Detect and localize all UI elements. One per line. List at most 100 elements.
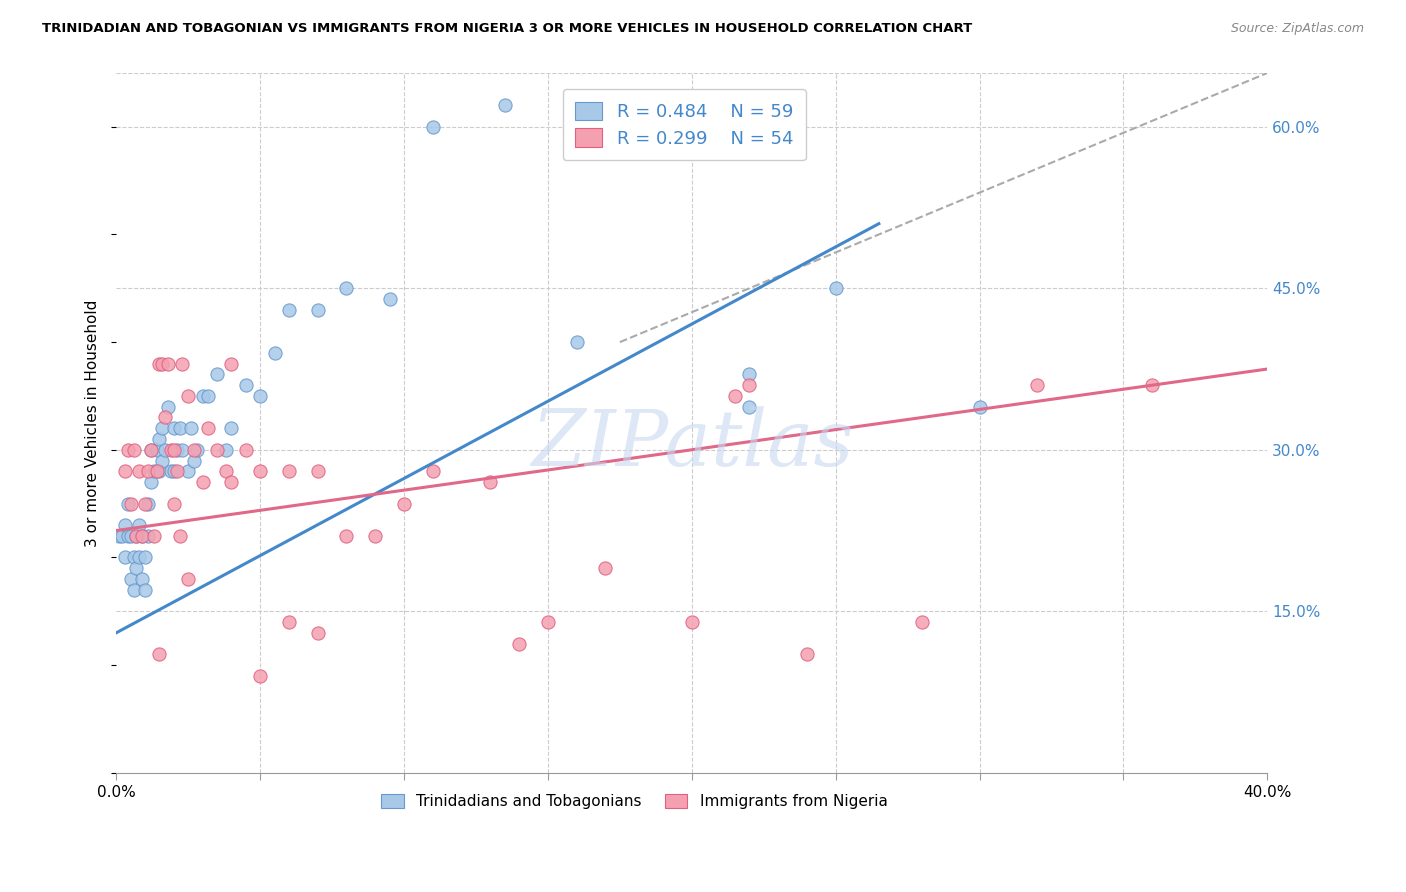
Point <box>134 550 156 565</box>
Point <box>307 625 329 640</box>
Point <box>205 442 228 457</box>
Point <box>122 442 145 457</box>
Point <box>277 615 299 629</box>
Point <box>277 464 299 478</box>
Point <box>122 550 145 565</box>
Point <box>214 442 236 457</box>
Point <box>494 98 516 112</box>
Point <box>166 464 188 478</box>
Point <box>131 529 153 543</box>
Point <box>214 464 236 478</box>
Point <box>724 389 747 403</box>
Point <box>157 357 180 371</box>
Point <box>148 464 170 478</box>
Point <box>235 442 257 457</box>
Point <box>180 421 202 435</box>
Legend: Trinidadians and Tobagonians, Immigrants from Nigeria: Trinidadians and Tobagonians, Immigrants… <box>375 789 894 815</box>
Point <box>1142 378 1164 392</box>
Point <box>160 464 183 478</box>
Point <box>197 421 219 435</box>
Point <box>595 561 617 575</box>
Point <box>148 357 170 371</box>
Point <box>128 464 150 478</box>
Point <box>183 453 205 467</box>
Point <box>114 518 136 533</box>
Point <box>277 302 299 317</box>
Point <box>136 497 159 511</box>
Point <box>148 432 170 446</box>
Point <box>139 442 162 457</box>
Point <box>134 497 156 511</box>
Point <box>128 550 150 565</box>
Point <box>122 582 145 597</box>
Point <box>172 442 194 457</box>
Point <box>136 529 159 543</box>
Point <box>508 636 530 650</box>
Point <box>150 453 173 467</box>
Point <box>335 281 357 295</box>
Point <box>191 389 214 403</box>
Point <box>157 400 180 414</box>
Point <box>172 357 194 371</box>
Point <box>139 475 162 489</box>
Point <box>148 648 170 662</box>
Point <box>307 302 329 317</box>
Point <box>108 529 131 543</box>
Point <box>681 615 703 629</box>
Point <box>479 475 502 489</box>
Point <box>422 120 444 134</box>
Point <box>392 497 415 511</box>
Point <box>163 464 186 478</box>
Text: ZIPatlas: ZIPatlas <box>530 406 853 482</box>
Point <box>153 442 176 457</box>
Point <box>235 378 257 392</box>
Point <box>249 669 271 683</box>
Point <box>145 442 167 457</box>
Point <box>191 475 214 489</box>
Point <box>120 497 142 511</box>
Point <box>120 572 142 586</box>
Point <box>738 368 761 382</box>
Point <box>537 615 560 629</box>
Point <box>153 410 176 425</box>
Point <box>249 389 271 403</box>
Point <box>565 335 588 350</box>
Point <box>114 550 136 565</box>
Point <box>335 529 357 543</box>
Point <box>177 464 200 478</box>
Point <box>128 518 150 533</box>
Point <box>163 442 186 457</box>
Point <box>738 378 761 392</box>
Point <box>378 292 401 306</box>
Point <box>150 357 173 371</box>
Point <box>422 464 444 478</box>
Point <box>145 464 167 478</box>
Point <box>114 464 136 478</box>
Point <box>221 475 243 489</box>
Point <box>163 497 186 511</box>
Point <box>111 529 134 543</box>
Point <box>136 464 159 478</box>
Point <box>169 529 191 543</box>
Point <box>142 464 165 478</box>
Point <box>796 648 818 662</box>
Point <box>969 400 991 414</box>
Point <box>186 442 208 457</box>
Point <box>911 615 934 629</box>
Point <box>307 464 329 478</box>
Point <box>139 442 162 457</box>
Point <box>125 529 148 543</box>
Point <box>1026 378 1049 392</box>
Point <box>142 529 165 543</box>
Point <box>177 389 200 403</box>
Point <box>120 529 142 543</box>
Point <box>160 442 183 457</box>
Point <box>131 529 153 543</box>
Point <box>166 442 188 457</box>
Point <box>824 281 846 295</box>
Point <box>738 400 761 414</box>
Point <box>134 582 156 597</box>
Point <box>364 529 387 543</box>
Point <box>169 421 191 435</box>
Point <box>197 389 219 403</box>
